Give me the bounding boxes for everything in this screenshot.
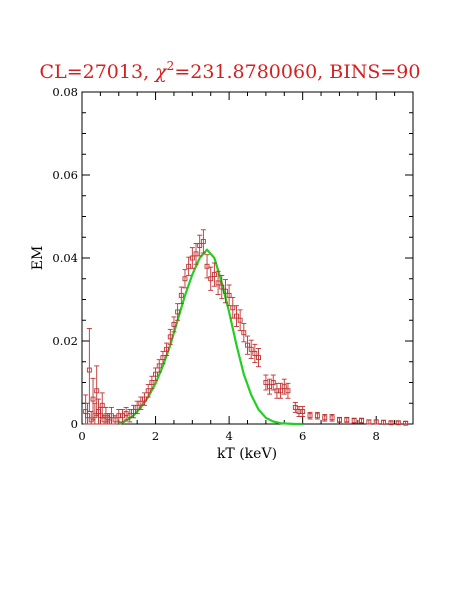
- data-point: [388, 420, 394, 426]
- data-point: [366, 419, 372, 425]
- x-tick-label: 6: [299, 429, 306, 443]
- chart-title-suffix: =231.8780060, BINS=90: [174, 61, 420, 83]
- plot-frame: [81, 91, 414, 425]
- y-tick-label: 0.06: [52, 168, 78, 182]
- data-point: [204, 254, 210, 279]
- data-point: [241, 323, 247, 343]
- chart-title-sup: 2: [167, 59, 175, 73]
- data-point: [230, 296, 236, 319]
- data-point: [245, 335, 250, 355]
- data-point: [208, 266, 214, 291]
- chart-title-chi: χ: [153, 61, 168, 83]
- axis-ticks: [81, 91, 414, 425]
- data-point: [200, 229, 206, 254]
- data-point: [381, 419, 387, 425]
- data-point: [373, 419, 379, 425]
- data-point: [281, 378, 287, 395]
- data-point: [300, 406, 306, 417]
- data-point: [278, 382, 284, 399]
- data-point: [127, 409, 133, 423]
- data-point: [215, 270, 221, 295]
- x-tick-label: 8: [373, 429, 380, 443]
- data-point: [322, 414, 328, 422]
- data-point: [314, 411, 320, 420]
- chart-title-prefix: CL=27013,: [40, 61, 156, 83]
- data-point: [138, 396, 144, 410]
- data-points-group: [83, 229, 409, 426]
- fit-curve: [118, 248, 303, 426]
- data-point: [222, 279, 228, 304]
- data-point: [395, 420, 401, 426]
- data-point: [252, 343, 258, 364]
- data-point: [307, 411, 313, 420]
- data-point: [219, 274, 225, 300]
- data-point: [197, 234, 203, 257]
- data-point: [248, 339, 254, 359]
- y-tick-label: 0.04: [52, 251, 78, 265]
- data-point: [211, 262, 217, 287]
- fit-curve-group: [118, 248, 303, 426]
- data-point: [285, 382, 291, 399]
- data-point: [329, 414, 335, 422]
- y-tick-label: 0: [71, 417, 78, 431]
- y-tick-labels: 0 0.02 0.04 0.06 0.08: [52, 85, 78, 431]
- data-point: [182, 269, 188, 289]
- data-point: [108, 406, 114, 425]
- data-point: [112, 415, 118, 425]
- x-tick-label: 2: [152, 429, 159, 443]
- data-point: [336, 416, 342, 423]
- data-point: [267, 378, 273, 395]
- y-tick-label: 0.08: [52, 85, 78, 99]
- data-point: [171, 316, 177, 333]
- data-point: [263, 374, 269, 391]
- data-point: [167, 328, 173, 345]
- x-tick-labels: 0 2 4 6 8: [78, 429, 380, 443]
- x-axis-label: kT (keV): [217, 446, 277, 462]
- data-point: [189, 247, 195, 269]
- data-point: [149, 375, 155, 390]
- x-tick-label: 0: [78, 429, 85, 443]
- data-point: [119, 409, 125, 423]
- y-axis-label: EM: [30, 246, 46, 271]
- data-point: [134, 400, 140, 415]
- data-point: [344, 416, 350, 423]
- chart-title: CL=27013, χ2=231.8780060, BINS=90: [40, 59, 421, 83]
- data-point: [178, 286, 184, 305]
- data-point: [237, 309, 243, 332]
- y-tick-label: 0.02: [52, 334, 78, 348]
- data-point: [256, 348, 262, 368]
- data-point: [351, 417, 357, 424]
- data-point: [233, 305, 239, 327]
- x-tick-label: 4: [225, 429, 232, 443]
- data-point: [153, 367, 159, 381]
- data-point: [403, 420, 409, 426]
- data-point: [164, 342, 170, 356]
- data-point: [160, 350, 166, 365]
- data-point: [193, 243, 199, 265]
- data-point: [359, 417, 365, 424]
